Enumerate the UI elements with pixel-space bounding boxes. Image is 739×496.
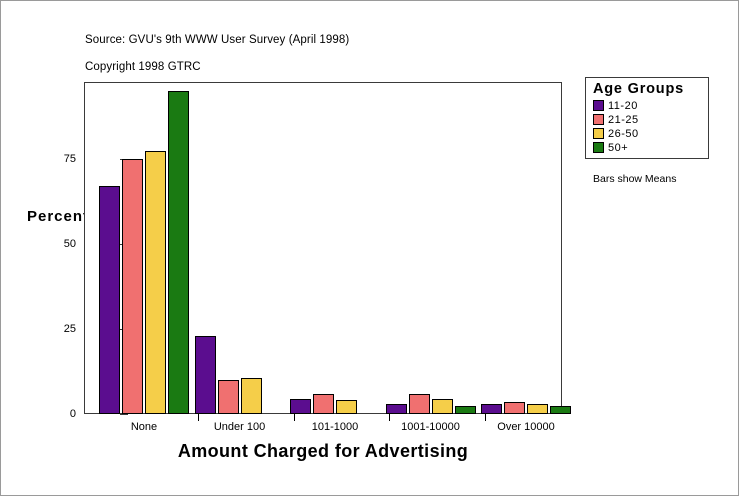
bar: [240, 378, 262, 414]
y-axis-ticks: 0 25 50 75: [46, 1, 128, 495]
legend-footnote: Bars show Means: [593, 173, 677, 185]
legend-label: 50+: [608, 141, 629, 154]
bar: [550, 405, 571, 414]
x-tick-label: 1001-10000: [401, 421, 460, 433]
y-tick-label: 25: [63, 323, 76, 335]
bar: [145, 150, 166, 414]
legend-entry: 26-50: [593, 127, 702, 140]
legend-label: 21-25: [608, 113, 639, 126]
bar: [527, 403, 548, 414]
y-tick-label: 75: [63, 153, 76, 165]
legend-label: 11-20: [608, 99, 638, 112]
legend-entry: 50+: [593, 141, 702, 154]
y-tick-label: 50: [63, 238, 76, 250]
legend-entries: 11-20 21-25 26-50 50+: [593, 99, 702, 154]
bar: [385, 403, 407, 414]
bar: [194, 335, 216, 414]
x-tick-mark: [198, 414, 199, 421]
bar: [168, 91, 189, 414]
x-axis-title: Amount Charged for Advertising: [177, 441, 469, 461]
x-tick-mark: [389, 414, 390, 421]
legend-label: 26-50: [608, 127, 639, 140]
x-tick-mark: [293, 414, 295, 421]
bar: [481, 403, 502, 414]
bar: [408, 393, 430, 414]
y-tick-label: 0: [69, 408, 76, 420]
legend: Age Groups 11-20 21-25 26-50 50+: [585, 77, 709, 159]
bars-layer: [85, 83, 571, 414]
legend-swatch-icon: [593, 142, 604, 153]
x-tick-label: Over 10000: [497, 421, 555, 433]
x-tick-label: Under 100: [213, 421, 266, 433]
bar: [217, 380, 239, 414]
bar: [504, 402, 525, 414]
y-tick-mark: [120, 414, 128, 415]
legend-swatch-icon: [593, 100, 604, 111]
x-tick-label: 101-1000: [311, 421, 359, 433]
bar: [431, 398, 453, 414]
bar: [313, 393, 334, 414]
copyright-note: Copyright 1998 GTRC: [85, 61, 201, 73]
legend-swatch-icon: [593, 114, 604, 125]
bar: [454, 405, 476, 414]
bar: [122, 159, 143, 414]
legend-entry: 11-20: [593, 99, 702, 112]
x-tick-label: None: [130, 421, 158, 433]
source-note: Source: GVU's 9th WWW User Survey (April…: [85, 34, 350, 46]
bar: [99, 186, 120, 414]
legend-title: Age Groups: [593, 81, 684, 97]
legend-entry: 21-25: [593, 113, 702, 126]
legend-swatch-icon: [593, 128, 604, 139]
bar: [336, 400, 357, 414]
x-tick-mark: [484, 414, 486, 421]
bar: [290, 398, 311, 414]
